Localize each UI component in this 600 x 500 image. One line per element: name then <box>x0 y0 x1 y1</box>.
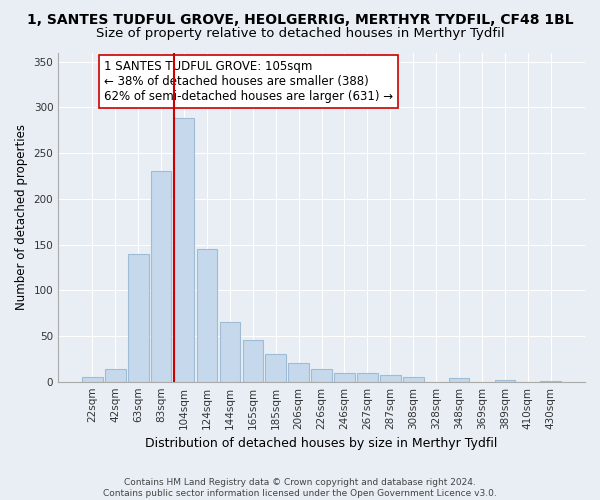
Text: Size of property relative to detached houses in Merthyr Tydfil: Size of property relative to detached ho… <box>95 28 505 40</box>
Bar <box>334 372 355 382</box>
Bar <box>197 249 217 382</box>
Bar <box>128 254 149 382</box>
Bar <box>403 377 424 382</box>
Text: 1 SANTES TUDFUL GROVE: 105sqm
← 38% of detached houses are smaller (388)
62% of : 1 SANTES TUDFUL GROVE: 105sqm ← 38% of d… <box>104 60 393 103</box>
Bar <box>311 369 332 382</box>
Text: Contains HM Land Registry data © Crown copyright and database right 2024.
Contai: Contains HM Land Registry data © Crown c… <box>103 478 497 498</box>
Bar <box>174 118 194 382</box>
Bar <box>105 369 125 382</box>
Bar <box>289 364 309 382</box>
Bar <box>220 322 240 382</box>
Bar <box>151 172 172 382</box>
Bar <box>357 372 378 382</box>
Bar <box>242 340 263 382</box>
Bar <box>380 376 401 382</box>
Bar <box>541 381 561 382</box>
Text: 1, SANTES TUDFUL GROVE, HEOLGERRIG, MERTHYR TYDFIL, CF48 1BL: 1, SANTES TUDFUL GROVE, HEOLGERRIG, MERT… <box>26 12 574 26</box>
Bar <box>82 377 103 382</box>
X-axis label: Distribution of detached houses by size in Merthyr Tydfil: Distribution of detached houses by size … <box>145 437 498 450</box>
Bar <box>494 380 515 382</box>
Bar <box>449 378 469 382</box>
Bar <box>265 354 286 382</box>
Y-axis label: Number of detached properties: Number of detached properties <box>15 124 28 310</box>
